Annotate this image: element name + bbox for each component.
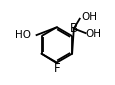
Text: B: B bbox=[69, 22, 77, 35]
Text: OH: OH bbox=[81, 12, 97, 22]
Text: F: F bbox=[53, 62, 60, 75]
Text: OH: OH bbox=[85, 29, 101, 39]
Text: HO: HO bbox=[15, 30, 31, 40]
